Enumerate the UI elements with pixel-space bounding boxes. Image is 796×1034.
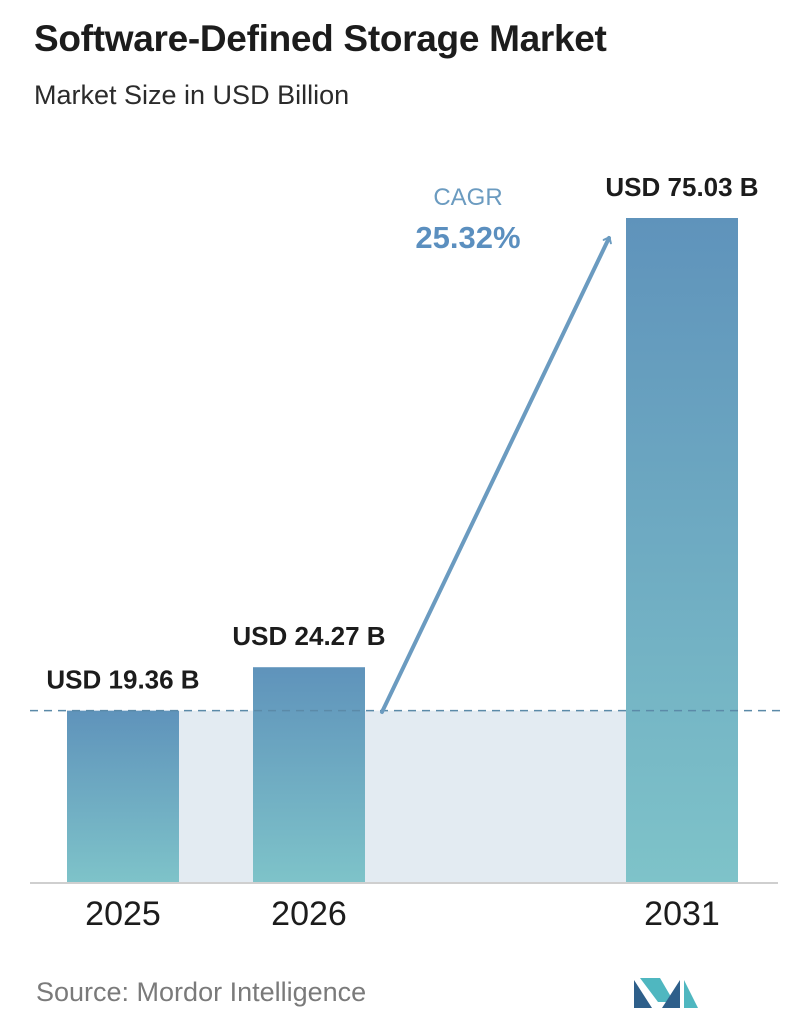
value-label-2026: USD 24.27 B bbox=[232, 621, 385, 651]
bar-2026 bbox=[253, 667, 365, 882]
x-tick-label-2025: 2025 bbox=[85, 895, 161, 933]
value-label-2031: USD 75.03 B bbox=[605, 172, 758, 202]
cagr-label: CAGR bbox=[433, 184, 502, 211]
cagr-value: 25.32% bbox=[415, 220, 520, 255]
bar-2025 bbox=[67, 710, 179, 882]
x-tick-label-2026: 2026 bbox=[271, 895, 347, 933]
chart-title: Software-Defined Storage Market bbox=[34, 18, 607, 59]
source-text: Source: Mordor Intelligence bbox=[36, 977, 367, 1007]
chart-subtitle: Market Size in USD Billion bbox=[34, 80, 350, 110]
x-tick-label-2031: 2031 bbox=[644, 895, 720, 933]
value-label-2025: USD 19.36 B bbox=[46, 665, 199, 695]
bar-2031 bbox=[626, 218, 738, 882]
bar-chart: USD 19.36 B 2025 USD 24.27 B 2026 USD 75.03 … bbox=[30, 172, 780, 933]
mordor-intelligence-logo-icon bbox=[634, 978, 698, 1008]
cagr-arrow bbox=[380, 236, 612, 714]
